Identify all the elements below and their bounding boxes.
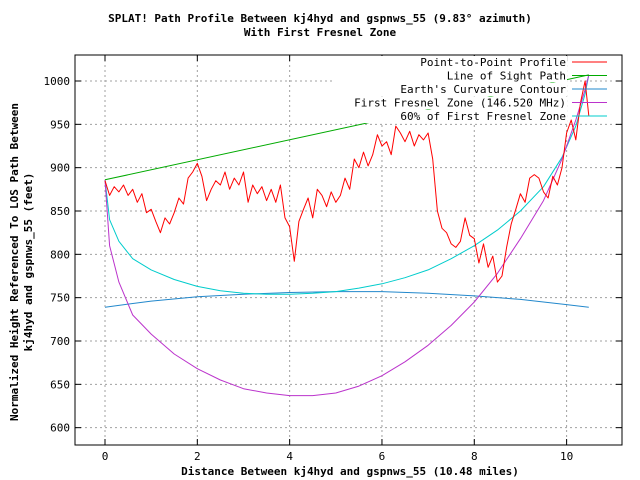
legend-label: 60% of First Fresnel Zone	[400, 110, 566, 123]
legend-label: First Fresnel Zone (146.520 MHz)	[354, 97, 566, 110]
x-tick-label: 4	[286, 450, 293, 463]
legend-label: Earth's Curvature Contour	[400, 83, 566, 96]
x-tick-label: 0	[102, 450, 109, 463]
y-tick-label: 750	[50, 292, 70, 305]
y-tick-label: 950	[50, 118, 70, 131]
legend-label: Line of Sight Path	[447, 70, 566, 83]
y-tick-label: 1000	[44, 75, 71, 88]
legend-bg	[335, 96, 567, 110]
series-line-3	[104, 74, 590, 397]
x-tick-label: 6	[379, 450, 386, 463]
chart-title-line1: SPLAT! Path Profile Between kj4hyd and g…	[108, 12, 532, 25]
series-line-2	[104, 291, 589, 308]
x-tick-label: 2	[194, 450, 201, 463]
x-tick-label: 10	[560, 450, 573, 463]
x-tick-label: 8	[471, 450, 478, 463]
y-axis-label-line2: kj4hyd and gspnws_55 (feet)	[22, 173, 35, 352]
axis-ticks: 0 2 4 6 8 10 600 650 700 750 800 850 900 950 1000	[44, 55, 622, 463]
y-tick-label: 900	[50, 162, 70, 175]
series-line-4	[104, 74, 590, 295]
x-axis-label: Distance Between kj4hyd and gspnws_55 (1…	[181, 465, 519, 478]
legend-bg	[335, 83, 567, 96]
series-line-0	[104, 80, 590, 283]
series-layer	[104, 74, 590, 397]
legend-bg	[335, 69, 567, 83]
legend-bg	[335, 110, 567, 123]
y-tick-label: 700	[50, 335, 70, 348]
plot-frame	[74, 54, 623, 446]
chart-title-line2: With First Fresnel Zone	[244, 26, 397, 39]
y-axis-label-line1: Normalized Height Referenced To LOS Path…	[8, 103, 21, 421]
y-tick-label: 850	[50, 205, 70, 218]
legend-label: Point-to-Point Profile	[420, 56, 566, 69]
legend-bg	[335, 56, 567, 69]
y-tick-label: 600	[50, 422, 70, 435]
y-tick-label: 800	[50, 248, 70, 261]
y-tick-label: 650	[50, 378, 70, 391]
